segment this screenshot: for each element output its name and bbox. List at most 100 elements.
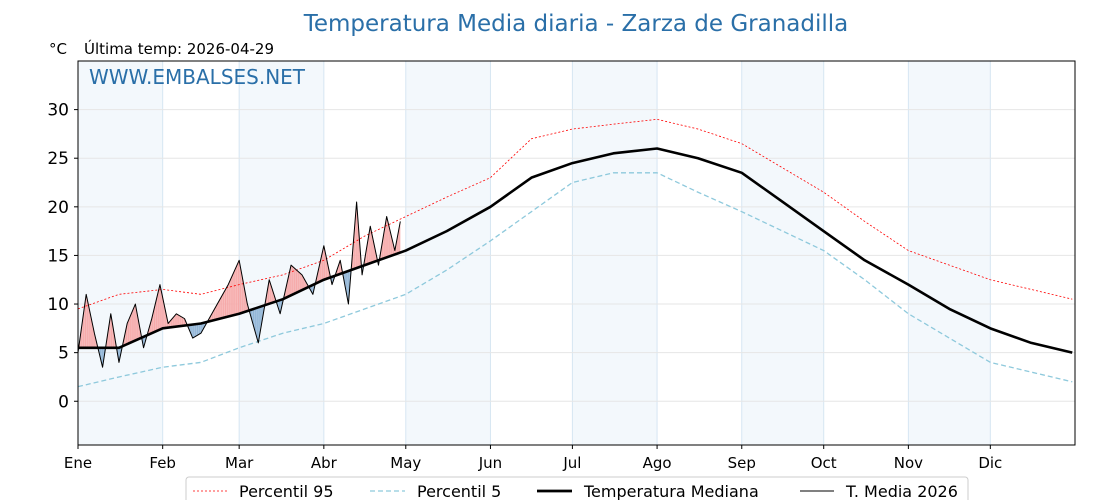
month-band <box>78 61 163 445</box>
unit-label: °C <box>49 40 67 58</box>
warm-anomaly-fill <box>271 288 273 303</box>
warm-anomaly-fill <box>212 311 214 321</box>
warm-anomaly-fill <box>296 270 298 293</box>
cold-anomaly-fill <box>347 270 349 305</box>
warm-anomaly-fill <box>231 275 233 316</box>
warm-anomaly-fill <box>355 210 356 269</box>
warm-anomaly-fill <box>297 270 298 293</box>
warm-anomaly-fill <box>269 281 271 304</box>
warm-anomaly-fill <box>90 313 91 348</box>
warm-anomaly-fill <box>370 229 372 263</box>
month-band <box>741 61 824 445</box>
warm-anomaly-fill <box>383 228 385 259</box>
warm-anomaly-fill <box>180 316 182 327</box>
warm-anomaly-fill <box>170 320 171 328</box>
warm-anomaly-fill <box>291 265 293 295</box>
month-band <box>908 61 991 445</box>
x-tick-label: Oct <box>811 454 837 472</box>
warm-anomaly-fill <box>159 284 160 330</box>
warm-anomaly-fill <box>177 314 179 327</box>
cold-anomaly-fill <box>197 323 199 336</box>
warm-anomaly-fill <box>324 248 326 280</box>
month-band <box>405 61 491 445</box>
x-tick-label: Jun <box>478 454 502 472</box>
warm-anomaly-fill <box>151 315 153 334</box>
x-tick-label: Feb <box>149 454 176 472</box>
warm-anomaly-fill <box>320 257 322 282</box>
cold-anomaly-fill <box>101 347 103 368</box>
warm-anomaly-fill <box>369 226 371 264</box>
warm-anomaly-fill <box>217 302 218 320</box>
warm-anomaly-fill <box>152 312 154 333</box>
warm-anomaly-fill <box>228 281 230 317</box>
cold-anomaly-fill <box>196 324 197 337</box>
warm-anomaly-fill <box>244 289 246 312</box>
warm-anomaly-fill <box>215 306 216 320</box>
warm-anomaly-fill <box>384 224 386 259</box>
warm-anomaly-fill <box>270 283 272 304</box>
cold-anomaly-fill <box>194 324 195 338</box>
warm-anomaly-fill <box>155 298 157 332</box>
warm-anomaly-fill <box>92 323 94 348</box>
warm-anomaly-fill <box>222 293 224 318</box>
warm-anomaly-fill <box>289 268 291 296</box>
warm-anomaly-fill <box>162 297 164 329</box>
legend-box <box>185 476 969 500</box>
warm-anomaly-fill <box>82 318 83 348</box>
warm-anomaly-fill <box>127 320 129 344</box>
warm-anomaly-fill <box>221 295 223 319</box>
cold-anomaly-fill <box>260 306 262 332</box>
cold-anomaly-fill <box>347 271 348 301</box>
warm-anomaly-fill <box>304 278 305 290</box>
warm-anomaly-fill <box>220 296 222 319</box>
x-tick-label: Mar <box>225 454 254 472</box>
warm-anomaly-fill <box>304 279 306 289</box>
cold-anomaly-fill <box>254 308 255 331</box>
warm-anomaly-fill <box>133 307 134 342</box>
cold-anomaly-fill <box>198 323 200 335</box>
warm-anomaly-fill <box>112 321 113 348</box>
cold-anomaly-fill <box>198 323 199 335</box>
warm-anomaly-fill <box>214 307 216 321</box>
x-tick-label: Jul <box>562 454 581 472</box>
warm-anomaly-fill <box>239 260 240 314</box>
warm-anomaly-fill <box>268 279 270 304</box>
legend: Percentil 95 Percentil 5 Temperatura Med… <box>185 476 969 500</box>
warm-anomaly-fill <box>299 273 301 292</box>
warm-anomaly-fill <box>387 219 389 258</box>
warm-anomaly-fill <box>179 315 180 327</box>
warm-anomaly-fill <box>88 304 89 348</box>
cold-anomaly-fill <box>199 323 201 335</box>
warm-anomaly-fill <box>233 272 234 316</box>
warm-anomaly-fill <box>129 317 130 344</box>
cold-anomaly-fill <box>255 308 257 336</box>
month-bands <box>78 61 991 445</box>
warm-anomaly-fill <box>227 284 229 317</box>
grid-lines <box>77 61 1075 445</box>
cold-anomaly-fill <box>311 285 313 294</box>
warm-anomaly-fill <box>173 316 175 327</box>
warm-anomaly-fill <box>86 297 88 348</box>
warm-anomaly-fill <box>389 227 391 257</box>
warm-anomaly-fill <box>233 270 235 316</box>
warm-anomaly-fill <box>224 289 226 318</box>
warm-anomaly-fill <box>211 312 213 321</box>
cold-anomaly-fill <box>193 324 195 338</box>
warm-anomaly-fill <box>213 308 215 321</box>
cold-anomaly-fill <box>256 307 257 339</box>
warm-anomaly-fill <box>157 290 159 331</box>
warm-anomaly-fill <box>172 317 173 328</box>
warm-anomaly-fill <box>230 277 232 316</box>
warm-anomaly-fill <box>87 300 89 348</box>
warm-anomaly-fill <box>240 267 242 314</box>
warm-anomaly-fill <box>323 245 324 281</box>
warm-anomaly-fill <box>131 312 132 343</box>
warm-anomaly-fill <box>110 313 112 348</box>
cold-anomaly-fill <box>259 306 261 336</box>
warm-anomaly-fill <box>224 290 225 318</box>
warm-anomaly-fill <box>302 276 304 290</box>
warm-anomaly-fill <box>322 248 324 281</box>
warm-anomaly-fill <box>163 300 165 329</box>
warm-anomaly-fill <box>86 294 87 348</box>
warm-anomaly-fill <box>301 274 302 291</box>
